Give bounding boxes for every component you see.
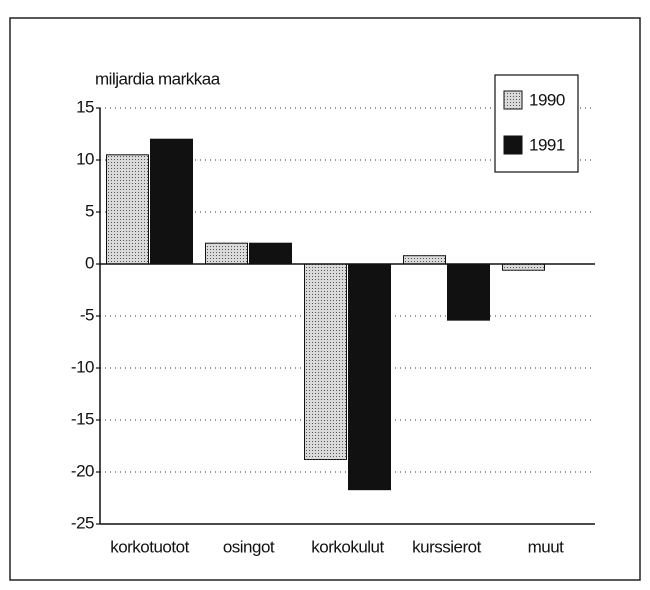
bar bbox=[150, 138, 193, 265]
y-tick-label: 5 bbox=[85, 201, 94, 220]
bar-texture bbox=[205, 243, 248, 264]
bar bbox=[348, 263, 391, 491]
legend-swatch-texture bbox=[504, 91, 522, 109]
y-tick-label: 15 bbox=[76, 97, 94, 116]
bar-texture bbox=[106, 154, 149, 264]
y-tick-label: -20 bbox=[71, 461, 94, 480]
legend-swatch bbox=[503, 135, 523, 155]
x-tick-label: korkokulut bbox=[311, 537, 384, 556]
axis-unit-title: miljardia markkaa bbox=[95, 69, 221, 88]
legend-label: 1991 bbox=[529, 135, 565, 154]
frame bbox=[9, 17, 641, 581]
x-tick-label: kurssierot bbox=[412, 537, 481, 556]
bar bbox=[447, 263, 490, 321]
x-tick-label: muut bbox=[528, 537, 565, 556]
y-tick-label: 0 bbox=[85, 253, 94, 272]
x-tick-label: korkotuotot bbox=[110, 537, 189, 556]
y-tick-label: 10 bbox=[76, 149, 94, 168]
y-tick-label: -25 bbox=[71, 513, 94, 532]
bar-texture bbox=[502, 264, 545, 271]
y-tick-label: -15 bbox=[71, 409, 94, 428]
bar-texture bbox=[304, 264, 347, 460]
x-tick-label: osingot bbox=[223, 537, 275, 556]
bar bbox=[249, 242, 292, 265]
y-tick-label: -10 bbox=[71, 357, 94, 376]
legend-label: 1990 bbox=[529, 90, 565, 109]
y-tick-label: -5 bbox=[80, 305, 94, 324]
bar-texture bbox=[403, 255, 446, 264]
